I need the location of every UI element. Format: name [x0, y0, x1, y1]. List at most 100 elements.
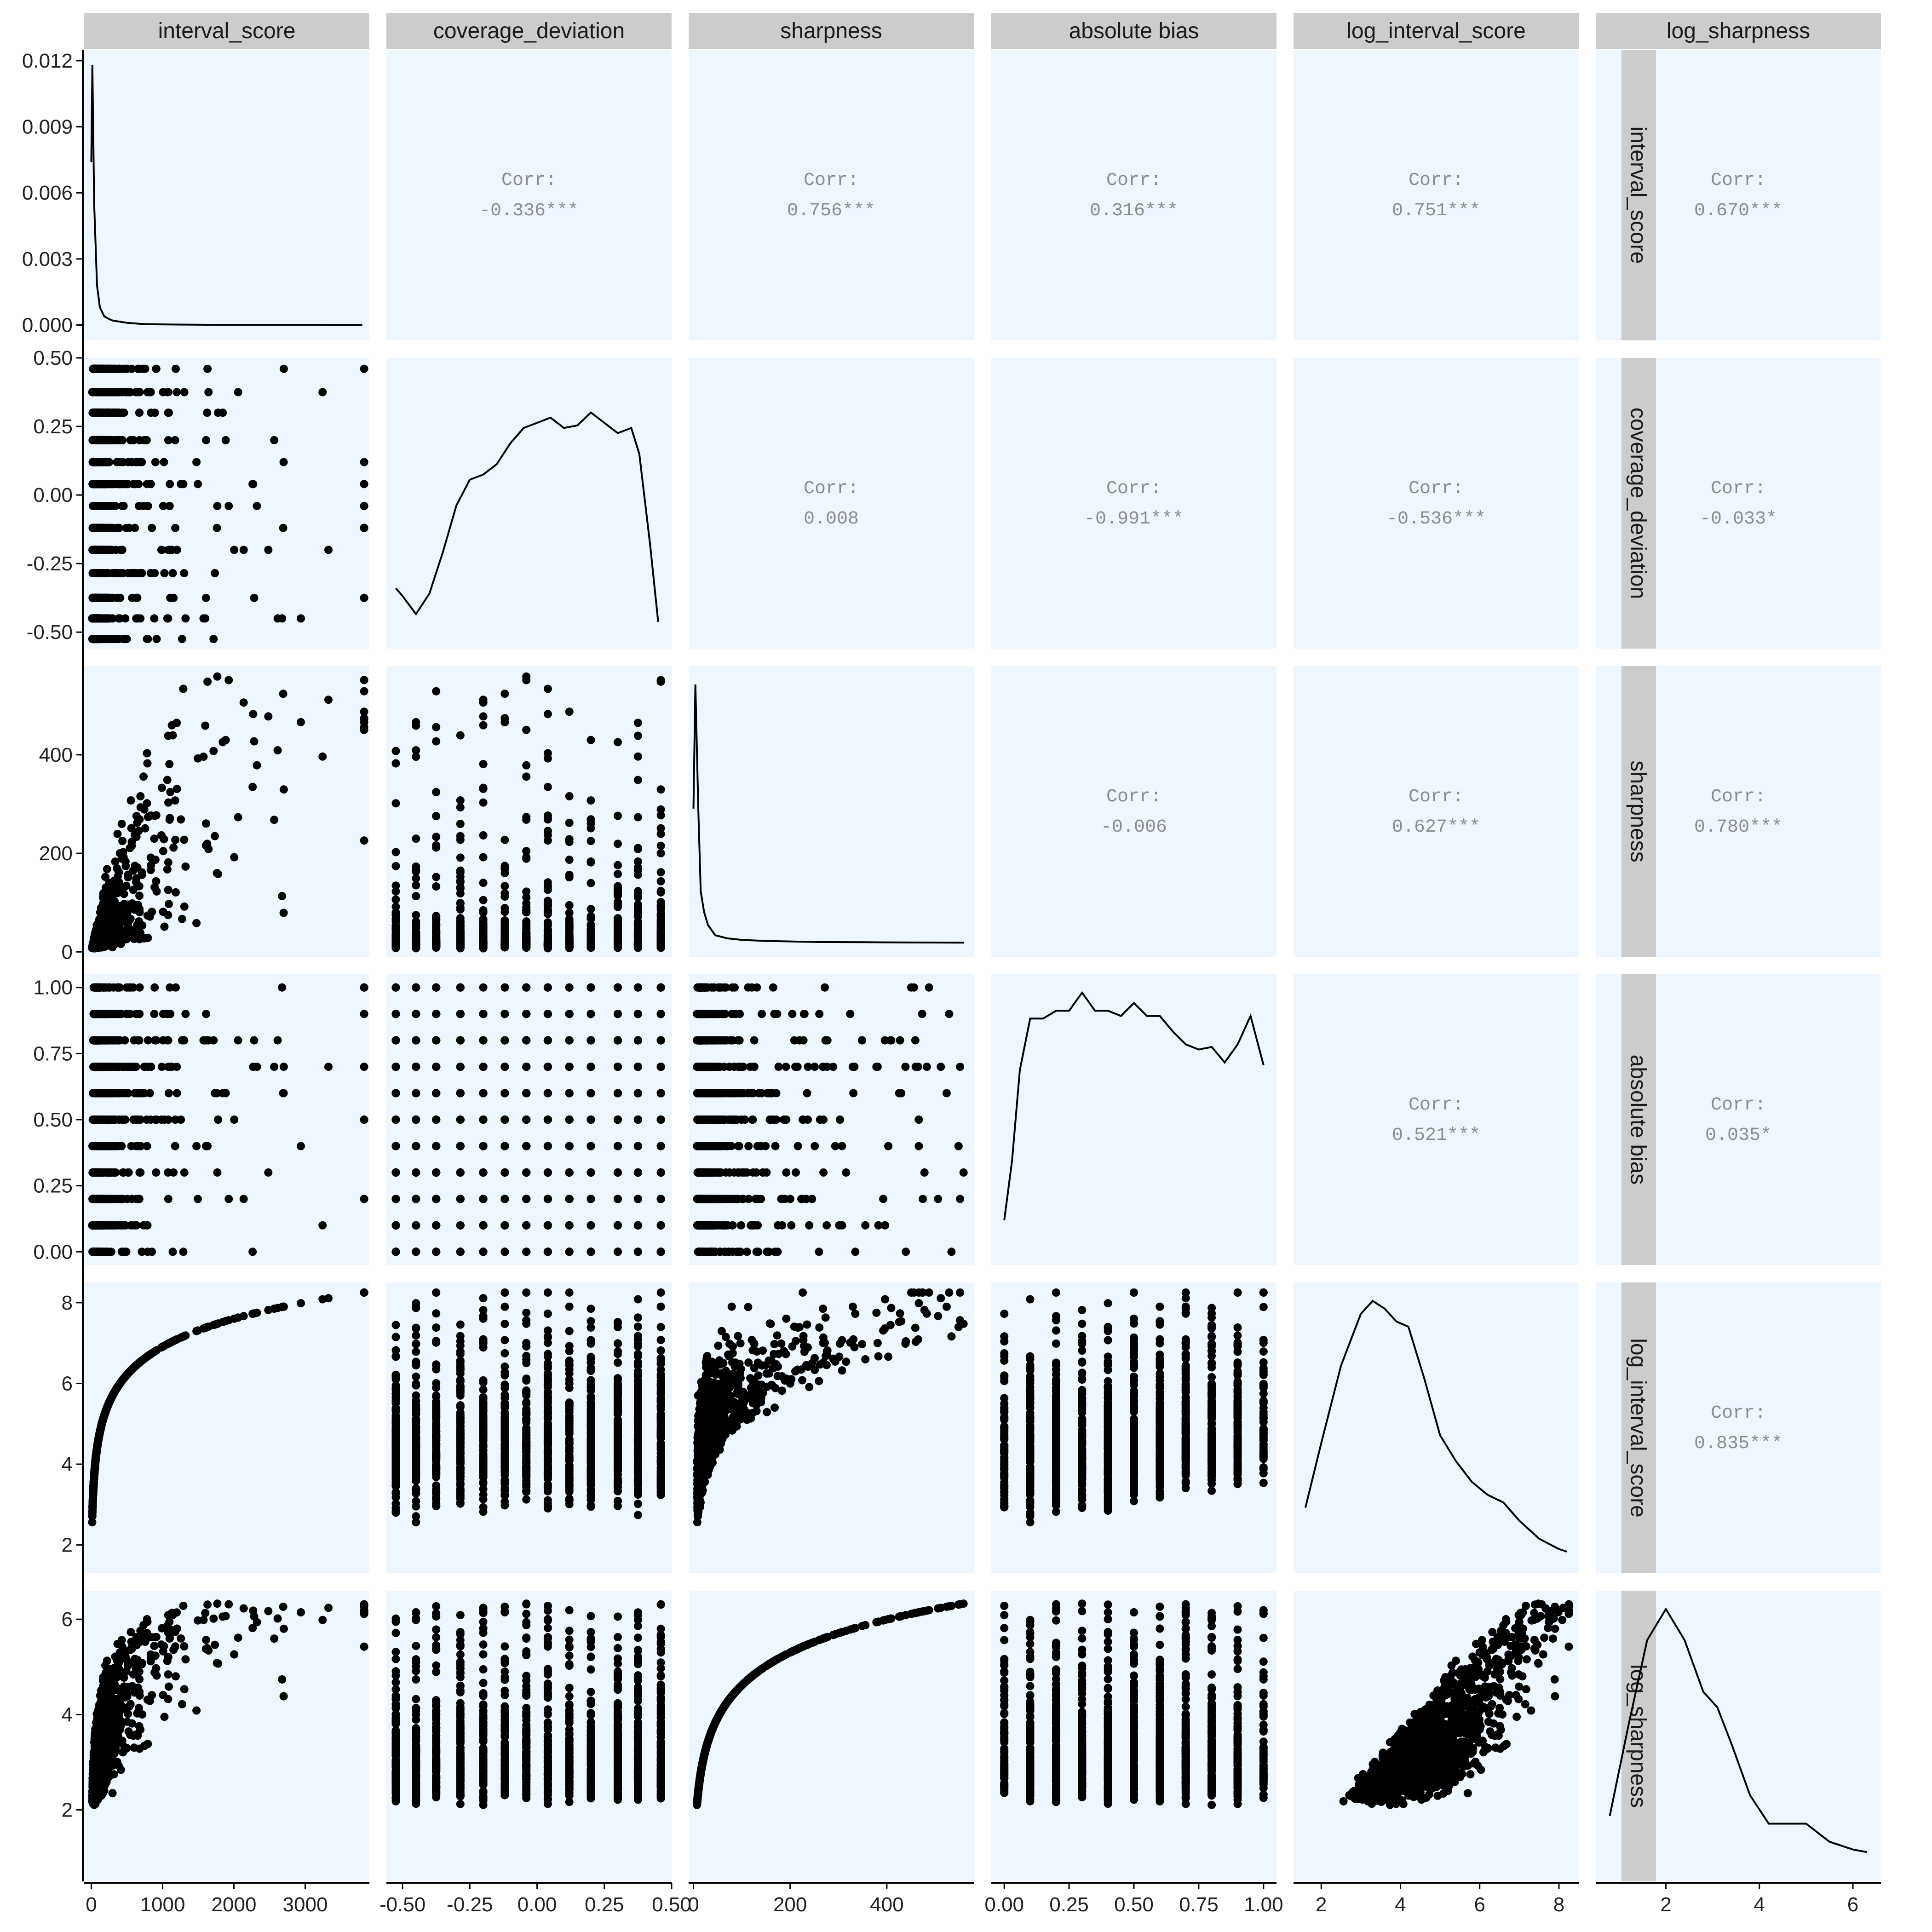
- scatter-point: [279, 690, 288, 698]
- corr-value: 0.756***: [787, 201, 875, 221]
- scatter-point: [391, 848, 400, 857]
- scatter-point: [147, 861, 155, 869]
- scatter-point: [318, 388, 327, 397]
- scatter-point: [135, 436, 144, 444]
- scatter-point: [479, 931, 488, 939]
- scatter-point: [169, 843, 178, 852]
- scatter-point: [92, 436, 100, 444]
- scatter-point: [146, 811, 155, 820]
- scatter-point: [96, 388, 105, 397]
- scatter-point: [192, 1142, 201, 1150]
- scatter-point: [633, 863, 642, 872]
- scatter-point: [146, 480, 155, 489]
- scatter-point: [165, 546, 174, 554]
- scatter-point: [250, 593, 259, 602]
- scatter-point: [172, 388, 181, 397]
- scatter-point: [145, 388, 154, 397]
- scatter-point: [614, 942, 622, 950]
- corr-label: Corr:: [1711, 170, 1766, 191]
- scatter-point: [165, 760, 174, 769]
- corr-value: -0.006: [1101, 817, 1167, 838]
- scatter-point: [213, 502, 222, 510]
- scatter-point: [633, 752, 642, 761]
- scatter-point: [522, 906, 531, 915]
- scatter-point: [157, 546, 166, 554]
- scatter-point: [171, 835, 180, 844]
- density-curve-log_interval_score: [1304, 1300, 1567, 1553]
- scatter-point: [214, 870, 223, 878]
- scatter-point: [98, 546, 107, 554]
- scatter-point: [391, 747, 400, 755]
- row-strip-4: [1622, 1282, 1656, 1573]
- scatter-point: [278, 983, 287, 992]
- scatter-point: [614, 811, 622, 820]
- scatter-point: [479, 760, 488, 769]
- scatter-point: [522, 847, 531, 856]
- scatter-point: [142, 436, 151, 444]
- scatter-point: [412, 753, 420, 761]
- scatter-point: [656, 887, 665, 896]
- corr-value: 0.751***: [1392, 201, 1480, 221]
- corr-label: Corr:: [804, 170, 859, 191]
- row-strip-label: sharpness: [1626, 760, 1650, 862]
- corr-label: Corr:: [1711, 787, 1766, 807]
- corr-label: Corr:: [1409, 787, 1464, 807]
- corr-value: -0.033*: [1700, 509, 1777, 529]
- scatter-point: [250, 1036, 259, 1045]
- scatter-point: [614, 883, 622, 892]
- scatter-point: [360, 1063, 368, 1071]
- scatter-point: [139, 772, 148, 781]
- scatter-point: [105, 458, 114, 466]
- scatter-point: [199, 614, 208, 623]
- scatter-point: [656, 877, 665, 886]
- row-strip-1: [1622, 358, 1656, 649]
- scatter-point: [586, 796, 595, 805]
- scatter-point: [360, 502, 368, 510]
- scatter-point: [94, 458, 103, 466]
- scatter-point: [91, 408, 99, 417]
- scatter-point: [159, 388, 167, 397]
- scatter-point: [230, 1116, 239, 1124]
- scatter-point: [230, 546, 239, 554]
- scatter-point: [167, 721, 176, 730]
- scatter-point: [178, 914, 186, 923]
- scatter-point: [124, 900, 132, 909]
- scatter-point: [565, 926, 574, 934]
- scatter-point: [543, 749, 552, 758]
- scatter-point: [270, 1063, 279, 1071]
- scatter-point: [586, 905, 595, 914]
- scatter-point: [165, 408, 173, 417]
- scatter-point: [586, 815, 595, 824]
- corr-value: 0.670***: [1694, 201, 1782, 221]
- scatter-point: [171, 523, 180, 532]
- scatter-point: [127, 364, 136, 373]
- corr-value: 0.780***: [1694, 817, 1782, 838]
- scatter-point: [360, 687, 368, 696]
- scatter-point: [456, 929, 465, 938]
- scatter-point: [113, 458, 121, 466]
- scatter-point: [171, 436, 179, 444]
- row-strip-label: coverage_deviation: [1626, 408, 1650, 599]
- corr-value: 0.035*: [1705, 1125, 1771, 1146]
- scatter-point: [142, 934, 151, 943]
- scatter-point: [633, 813, 642, 822]
- scatter-point: [249, 710, 258, 719]
- scatter-point: [130, 480, 139, 489]
- scatter-point: [264, 712, 273, 721]
- scatter-point: [500, 882, 509, 891]
- scatter-point: [163, 776, 172, 784]
- row-strip-label: log_sharpness: [1626, 1664, 1650, 1808]
- scatter-point: [113, 523, 121, 532]
- scatter-point: [614, 738, 622, 747]
- corr-label: Corr:: [1711, 478, 1766, 499]
- scatter-point: [118, 837, 127, 845]
- scatter-point: [138, 871, 146, 880]
- scatter-point: [115, 480, 124, 489]
- scatter-point: [98, 906, 107, 915]
- scatter-point: [522, 761, 531, 770]
- scatter-point: [135, 891, 144, 900]
- scatter-point: [565, 818, 574, 827]
- scatter-point: [586, 858, 595, 867]
- corr-value: -0.336***: [479, 201, 579, 221]
- panel-2-2: [689, 666, 974, 957]
